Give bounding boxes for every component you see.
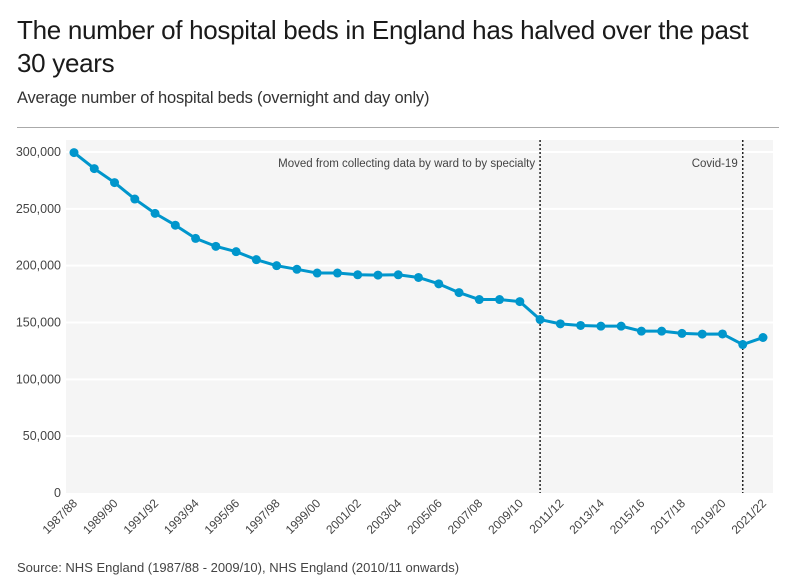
data-point bbox=[69, 148, 79, 158]
x-tick-label: 1993/94 bbox=[161, 496, 202, 537]
plot-background bbox=[66, 140, 773, 493]
data-point bbox=[130, 194, 140, 204]
x-tick-label: 2013/14 bbox=[566, 496, 607, 537]
x-tick-label: 2021/22 bbox=[729, 496, 770, 537]
data-point bbox=[454, 288, 464, 298]
x-tick-label: 1991/92 bbox=[121, 496, 162, 537]
data-point bbox=[150, 208, 160, 218]
annotation-label: Covid-19 bbox=[692, 158, 738, 170]
data-point bbox=[495, 295, 505, 305]
data-point bbox=[738, 340, 748, 350]
x-tick-label: 2005/06 bbox=[404, 496, 445, 537]
y-tick-label: 50,000 bbox=[23, 429, 61, 443]
data-point bbox=[677, 328, 687, 338]
y-tick-label: 200,000 bbox=[16, 259, 61, 273]
x-tick-label: 2017/18 bbox=[647, 496, 688, 537]
data-point bbox=[332, 268, 342, 278]
data-point bbox=[353, 270, 363, 280]
data-point bbox=[292, 264, 302, 274]
y-tick-label: 100,000 bbox=[16, 372, 61, 386]
data-point bbox=[251, 255, 261, 265]
x-tick-label: 1987/88 bbox=[40, 496, 81, 537]
data-point bbox=[717, 329, 727, 339]
data-point bbox=[535, 315, 545, 325]
chart-subtitle: Average number of hospital beds (overnig… bbox=[17, 89, 430, 107]
data-point bbox=[89, 164, 99, 174]
data-point bbox=[170, 220, 180, 230]
data-point bbox=[576, 320, 586, 330]
data-point bbox=[636, 326, 646, 336]
data-point bbox=[191, 233, 201, 243]
data-point bbox=[657, 326, 667, 336]
data-point bbox=[393, 270, 403, 280]
annotation-label: Moved from collecting data by ward to by… bbox=[278, 158, 535, 170]
x-tick-label: 1997/98 bbox=[242, 496, 283, 537]
data-point bbox=[272, 261, 282, 271]
x-tick-label: 1999/00 bbox=[283, 496, 324, 537]
data-point bbox=[555, 319, 565, 329]
data-point bbox=[414, 272, 423, 282]
x-tick-label: 1989/90 bbox=[80, 496, 121, 537]
data-point bbox=[474, 295, 484, 305]
x-tick-label: 2011/12 bbox=[527, 496, 567, 536]
data-point bbox=[231, 247, 241, 257]
data-point bbox=[434, 279, 444, 289]
x-tick-label: 2009/10 bbox=[485, 496, 526, 537]
data-point bbox=[211, 241, 221, 251]
x-tick-label: 2019/20 bbox=[688, 496, 729, 537]
x-tick-label: 2007/08 bbox=[445, 496, 486, 537]
y-tick-label: 150,000 bbox=[16, 316, 61, 330]
data-point bbox=[596, 321, 606, 331]
x-tick-label: 1995/96 bbox=[202, 496, 243, 537]
source-note: Source: NHS England (1987/88 - 2009/10),… bbox=[17, 560, 460, 575]
data-point bbox=[515, 297, 525, 307]
y-tick-label: 0 bbox=[54, 486, 61, 500]
data-point bbox=[312, 268, 322, 278]
chart-title: The number of hospital beds in England h… bbox=[17, 15, 749, 78]
data-point bbox=[373, 270, 383, 280]
data-point bbox=[616, 321, 626, 331]
y-tick-label: 250,000 bbox=[16, 202, 61, 216]
data-point bbox=[758, 333, 768, 343]
x-tick-label: 2001/02 bbox=[323, 496, 364, 537]
x-tick-label: 2003/04 bbox=[364, 496, 405, 537]
data-point bbox=[110, 178, 120, 188]
header-divider bbox=[17, 127, 779, 128]
y-tick-label: 300,000 bbox=[16, 145, 61, 159]
data-point bbox=[697, 329, 707, 339]
x-tick-label: 2015/16 bbox=[607, 496, 648, 537]
